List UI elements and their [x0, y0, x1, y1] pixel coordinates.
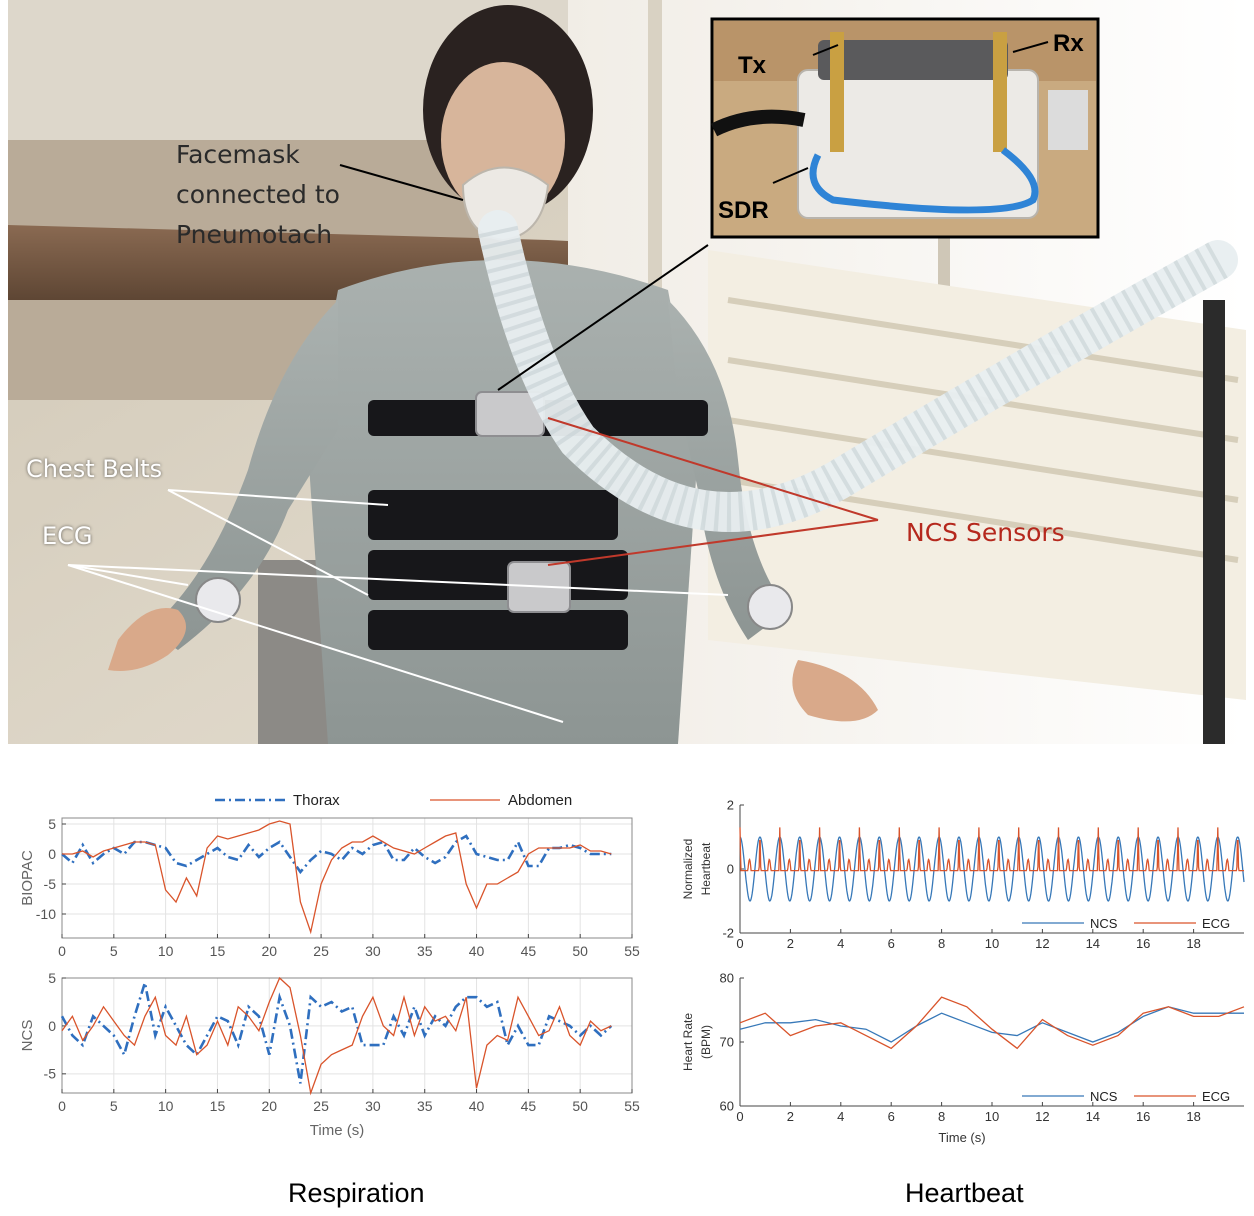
- sdr-label: SDR: [718, 197, 769, 224]
- x-tick-label: 4: [837, 936, 844, 951]
- x-tick-label: 50: [572, 943, 588, 959]
- y-tick-label: 80: [720, 971, 734, 986]
- x-tick-label: 14: [1086, 1109, 1100, 1124]
- x-tick-label: 10: [985, 1109, 999, 1124]
- x-tick-label: 20: [261, 1098, 277, 1114]
- y-tick-label: 5: [48, 970, 56, 986]
- series-line-thorax: [60, 982, 613, 1084]
- series-line-ncs: [739, 836, 1245, 902]
- x-tick-label: 0: [736, 936, 743, 951]
- y-axis-label: (BPM): [699, 1025, 713, 1059]
- y-tick-label: 0: [48, 1018, 56, 1034]
- x-tick-label: 8: [938, 936, 945, 951]
- x-tick-label: 20: [261, 943, 277, 959]
- x-tick-label: 18: [1186, 936, 1200, 951]
- x-tick-label: 40: [469, 943, 485, 959]
- x-tick-label: 25: [313, 943, 329, 959]
- x-tick-label: 35: [417, 943, 433, 959]
- y-tick-label: 0: [48, 846, 56, 862]
- x-tick-label: 45: [521, 943, 537, 959]
- x-tick-label: 50: [572, 1098, 588, 1114]
- x-tick-label: 5: [110, 943, 118, 959]
- sdr-inset: [710, 17, 1100, 239]
- y-tick-label: 0: [727, 862, 734, 877]
- rx-label: Rx: [1053, 30, 1084, 57]
- x-tick-label: 5: [110, 1098, 118, 1114]
- y-tick-label: -5: [44, 1066, 57, 1082]
- legend-label: ECG: [1202, 916, 1230, 931]
- x-tick-label: 10: [985, 936, 999, 951]
- y-tick-label: -2: [722, 926, 734, 941]
- legend-label: NCS: [1090, 916, 1118, 931]
- y-tick-label: -10: [36, 906, 56, 922]
- x-tick-label: 10: [158, 1098, 174, 1114]
- series-line-ecg: [739, 996, 1245, 1050]
- x-tick-label: 2: [787, 1109, 794, 1124]
- y-axis-label: BIOPAC: [19, 850, 36, 906]
- x-tick-label: 15: [210, 943, 226, 959]
- tx-label: Tx: [738, 52, 767, 79]
- x-tick-label: 16: [1136, 1109, 1150, 1124]
- plot-frame: [61, 977, 633, 1094]
- x-tick-label: 4: [837, 1109, 844, 1124]
- facemask-label: Facemask connected to Pneumotach: [176, 135, 340, 255]
- plot-frame: [61, 817, 633, 939]
- y-axis-label: Normalized: [681, 839, 695, 900]
- x-tick-label: 35: [417, 1098, 433, 1114]
- annotation-arrows: [67, 41, 1049, 723]
- facemask-label-line: connected to: [176, 180, 340, 209]
- x-tick-label: 25: [313, 1098, 329, 1114]
- legend-label: ECG: [1202, 1089, 1230, 1104]
- y-tick-label: -5: [44, 876, 57, 892]
- legend-label: NCS: [1090, 1089, 1118, 1104]
- x-tick-label: 16: [1136, 936, 1150, 951]
- x-axis-label: Time (s): [310, 1122, 364, 1139]
- x-tick-label: 6: [888, 1109, 895, 1124]
- legend-label: Abdomen: [508, 792, 572, 809]
- series-line-abdomen: [61, 976, 612, 1096]
- x-tick-label: 14: [1086, 936, 1100, 951]
- series-line-abdomen: [62, 820, 612, 935]
- facemask-label-line: Pneumotach: [176, 220, 333, 249]
- chest-belts-label: Chest Belts: [26, 455, 163, 483]
- x-tick-label: 40: [469, 1098, 485, 1114]
- y-axis-label: NCS: [19, 1020, 36, 1052]
- series-line-ncs: [739, 1006, 1244, 1043]
- x-tick-label: 0: [736, 1109, 743, 1124]
- x-tick-label: 18: [1186, 1109, 1200, 1124]
- x-tick-label: 0: [58, 943, 66, 959]
- experiment-setup-photo: [8, 0, 1246, 744]
- x-tick-label: 15: [210, 1098, 226, 1114]
- y-tick-label: 70: [720, 1035, 734, 1050]
- x-tick-label: 55: [624, 1098, 640, 1114]
- x-tick-label: 6: [888, 936, 895, 951]
- heartbeat-caption: Heartbeat: [905, 1178, 1024, 1208]
- series-line-ecg: [739, 827, 1244, 872]
- legend-label: Thorax: [293, 792, 340, 809]
- x-tick-label: 12: [1035, 1109, 1049, 1124]
- x-tick-label: 12: [1035, 936, 1049, 951]
- facemask-label-line: Facemask: [176, 140, 300, 169]
- x-tick-label: 55: [624, 943, 640, 959]
- y-tick-label: 5: [48, 816, 56, 832]
- y-axis-label: Heart Rate: [681, 1013, 695, 1071]
- x-tick-label: 2: [787, 936, 794, 951]
- x-tick-label: 10: [158, 943, 174, 959]
- x-tick-label: 45: [521, 1098, 537, 1114]
- x-tick-label: 30: [365, 943, 381, 959]
- x-tick-label: 30: [365, 1098, 381, 1114]
- x-axis-label: Time (s): [938, 1130, 985, 1145]
- ecg-label: ECG: [42, 522, 93, 550]
- x-tick-label: 0: [58, 1098, 66, 1114]
- y-axis-label: Heartbeat: [699, 842, 713, 895]
- respiration-caption: Respiration: [288, 1178, 425, 1208]
- y-tick-label: 60: [720, 1099, 734, 1114]
- y-tick-label: 2: [727, 798, 734, 813]
- ncs-sensors-label: NCS Sensors: [906, 518, 1065, 547]
- x-tick-label: 8: [938, 1109, 945, 1124]
